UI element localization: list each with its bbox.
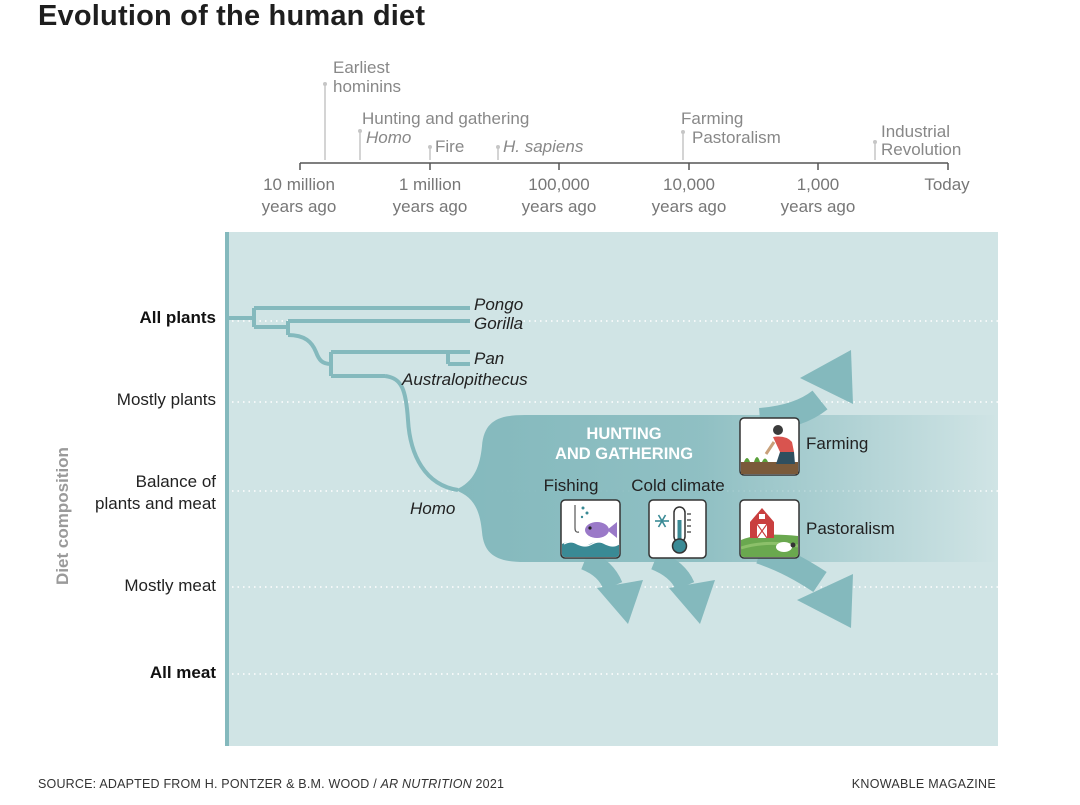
event-label: Fire [435, 137, 464, 156]
timeline: 10 million years ago 1 million years ago… [262, 58, 971, 216]
cold-climate-arrow [651, 550, 715, 624]
tick-label: 100,000 [528, 175, 589, 194]
species-label: Pan [474, 349, 504, 368]
tick-label: 1 million [399, 175, 461, 194]
tick-label: years ago [393, 197, 468, 216]
tick-label: 10 million [263, 175, 335, 194]
hunting-gathering-band [455, 415, 998, 562]
event-label: H. sapiens [503, 137, 584, 156]
farming-icon [739, 417, 800, 476]
tick-label: years ago [652, 197, 727, 216]
diet-level-label: Mostly plants [117, 390, 216, 409]
hunting-gathering-label: AND GATHERING [555, 445, 693, 463]
event-label: Hunting and gathering [362, 109, 529, 128]
species-label: Australopithecus [401, 370, 528, 389]
event-label: Pastoralism [692, 128, 781, 147]
stage-label-fishing: Fishing [544, 476, 599, 495]
event-label: Farming [681, 109, 743, 128]
hunting-gathering-label: HUNTING [586, 425, 661, 443]
event-label: Earliest [333, 58, 390, 77]
diet-level-label: Mostly meat [124, 576, 216, 595]
diet-level-label: All meat [150, 663, 216, 682]
publisher-credit: KNOWABLE MAGAZINE [851, 777, 996, 791]
stage-label-cold-climate: Cold climate [631, 476, 725, 495]
diet-level-label: All plants [139, 308, 216, 327]
species-label: Gorilla [474, 314, 523, 333]
event-label: Industrial [881, 122, 950, 141]
stage-label-pastoralism: Pastoralism [806, 519, 895, 538]
page-title: Evolution of the human diet [38, 0, 426, 32]
source-prefix: SOURCE: ADAPTED FROM H. PONTZER & B.M. W… [38, 777, 381, 791]
fishing-icon [560, 499, 621, 559]
species-label: Homo [410, 499, 455, 518]
species-label: Pongo [474, 295, 523, 314]
diet-level-label: Balance of [136, 472, 217, 491]
source-journal: AR NUTRITION [380, 777, 472, 791]
stage-label-farming: Farming [806, 434, 868, 453]
tick-label: years ago [522, 197, 597, 216]
y-axis-title: Diet composition [53, 447, 72, 585]
cold-climate-icon [648, 499, 707, 559]
phylogenetic-tree [229, 306, 470, 492]
event-label: hominins [333, 77, 401, 96]
tick-label: years ago [262, 197, 337, 216]
tick-label: Today [924, 175, 970, 194]
source-credit: SOURCE: ADAPTED FROM H. PONTZER & B.M. W… [38, 777, 504, 791]
diet-level-label: plants and meat [95, 494, 216, 513]
tick-label: 1,000 [797, 175, 840, 194]
y-axis-line [225, 232, 229, 746]
source-year: 2021 [471, 777, 505, 791]
tick-label: 10,000 [663, 175, 715, 194]
event-label: Revolution [881, 140, 961, 159]
pastoralism-icon [739, 499, 800, 559]
event-label: Homo [366, 128, 411, 147]
fishing-arrow [580, 550, 643, 624]
tick-label: years ago [781, 197, 856, 216]
